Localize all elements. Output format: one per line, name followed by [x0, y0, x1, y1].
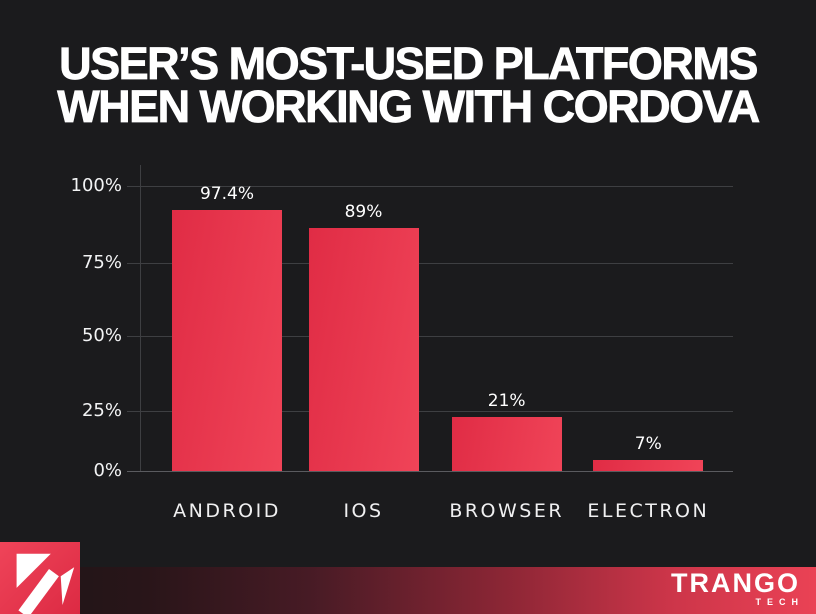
bar-value-label-browser: 21%: [487, 391, 526, 412]
bar-value-label-electron: 7%: [634, 433, 662, 454]
y-axis-line: [140, 165, 141, 471]
bar-android: [172, 209, 282, 471]
plot-area: 100% 75% 50% 25% 0% 97.4% 89% 21% 7%: [71, 165, 733, 481]
y-tick-label-25%: 25%: [81, 399, 122, 421]
bar-ios: [308, 227, 419, 471]
arrow-up-right-icon: [16, 553, 75, 614]
gridline-50%: [127, 335, 733, 337]
bar-value-label-android: 97.4%: [199, 183, 254, 204]
y-tick-label-75%: 75%: [81, 251, 122, 273]
bar-value-label-ios: 89%: [344, 201, 383, 222]
y-tick-label-100%: 100%: [70, 175, 122, 196]
x-axis-line: [127, 471, 733, 472]
chart-title: USER’S MOST-USED PLATFORMS WHEN WORKING …: [0, 38, 816, 132]
bar-electron: [593, 459, 704, 471]
gridline-25%: [127, 410, 733, 412]
brand-name: TRANGO: [671, 568, 800, 598]
gridline-100%: [127, 186, 733, 187]
x-axis-label-electron: ELECTRON: [587, 500, 710, 522]
x-axis-label-ios: IOS: [343, 500, 384, 522]
x-axis-label-browser: BROWSER: [449, 500, 565, 522]
brand-wordmark: TRANGO TECH: [671, 568, 800, 608]
x-axis-label-android: ANDROID: [173, 500, 281, 522]
chart-title-line2: WHEN WORKING WITH CORDOVA: [57, 81, 761, 132]
y-tick-label-0%: 0%: [93, 460, 122, 481]
brand-sub: TECH: [755, 597, 804, 607]
brand-logo: [0, 542, 80, 614]
bar-browser: [451, 417, 562, 471]
footer-ribbon: [0, 567, 816, 614]
y-tick-label-50%: 50%: [81, 324, 122, 346]
gridline-75%: [127, 262, 733, 264]
chart-title-line1: USER’S MOST-USED PLATFORMS: [59, 38, 759, 89]
